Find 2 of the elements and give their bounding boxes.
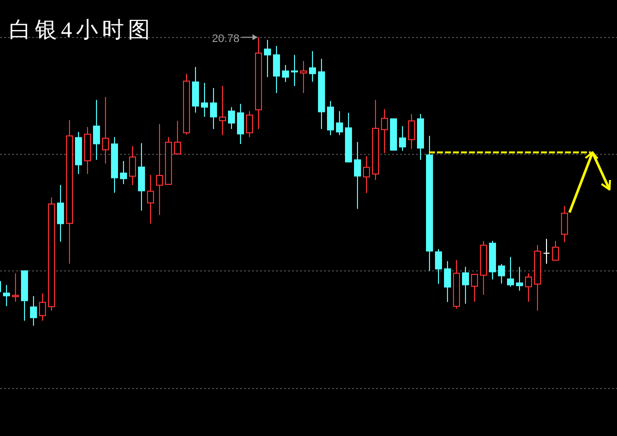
annotation: 20.78: [212, 32, 240, 45]
chart-title: 白银4小时图: [9, 17, 154, 42]
